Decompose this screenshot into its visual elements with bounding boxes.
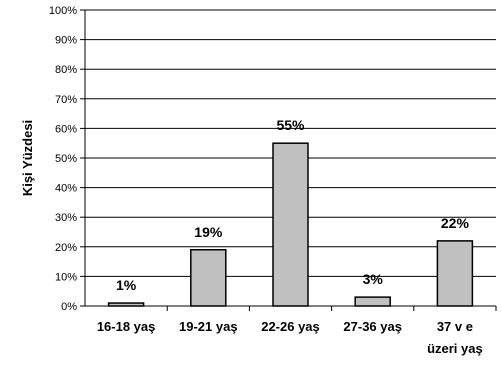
y-tick-label: 0% xyxy=(61,301,77,313)
x-category-label: 22-26 yaş xyxy=(261,319,320,334)
y-tick-label: 20% xyxy=(55,242,77,254)
x-category-label: 37 v e xyxy=(437,319,473,334)
y-tick-label: 60% xyxy=(55,123,77,135)
x-category-label: üzeri yaş xyxy=(427,341,483,356)
bars xyxy=(107,142,474,307)
data-label: 19% xyxy=(194,224,223,240)
bar xyxy=(190,249,227,307)
x-category-label: 19-21 yaş xyxy=(179,319,238,334)
x-category-label: 16-18 yaş xyxy=(97,319,156,334)
y-tick-label: 90% xyxy=(55,35,77,47)
y-tick-label: 100% xyxy=(49,5,77,17)
y-tick-label: 80% xyxy=(55,64,77,76)
y-axis-ticks: 0% 10% 20% 30% 40% 50% 60% 70% 80% 90% 100% xyxy=(49,5,85,313)
y-tick-label: 30% xyxy=(55,212,77,224)
bar xyxy=(436,240,474,307)
x-category-label: 27-36 yaş xyxy=(343,319,402,334)
data-label: 55% xyxy=(276,117,305,133)
y-axis-label: Kişi Yüzdesi xyxy=(20,120,35,196)
data-labels: 1% 19% 55% 3% 22% xyxy=(116,117,469,293)
data-label: 3% xyxy=(363,271,384,287)
data-label: 22% xyxy=(441,215,470,231)
y-tick-label: 40% xyxy=(55,183,77,195)
x-axis-categories: 16-18 yaş 19-21 yaş 22-26 yaş 27-36 yaş 37 v… xyxy=(97,306,497,356)
y-tick-label: 70% xyxy=(55,94,77,106)
bar xyxy=(354,296,391,307)
y-tick-label: 50% xyxy=(55,153,77,165)
y-tick-label: 10% xyxy=(55,271,77,283)
data-label: 1% xyxy=(116,277,137,293)
bar xyxy=(272,142,309,307)
